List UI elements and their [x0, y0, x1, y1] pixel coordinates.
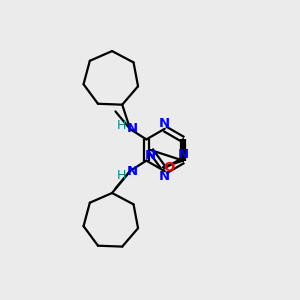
- Text: N: N: [127, 165, 138, 178]
- Text: N: N: [159, 170, 170, 183]
- Text: N: N: [145, 149, 156, 162]
- Text: N: N: [159, 117, 170, 130]
- Text: N: N: [178, 148, 189, 161]
- Text: H: H: [117, 169, 126, 182]
- Text: H: H: [117, 119, 126, 132]
- Text: O: O: [164, 161, 175, 174]
- Text: N: N: [127, 122, 138, 135]
